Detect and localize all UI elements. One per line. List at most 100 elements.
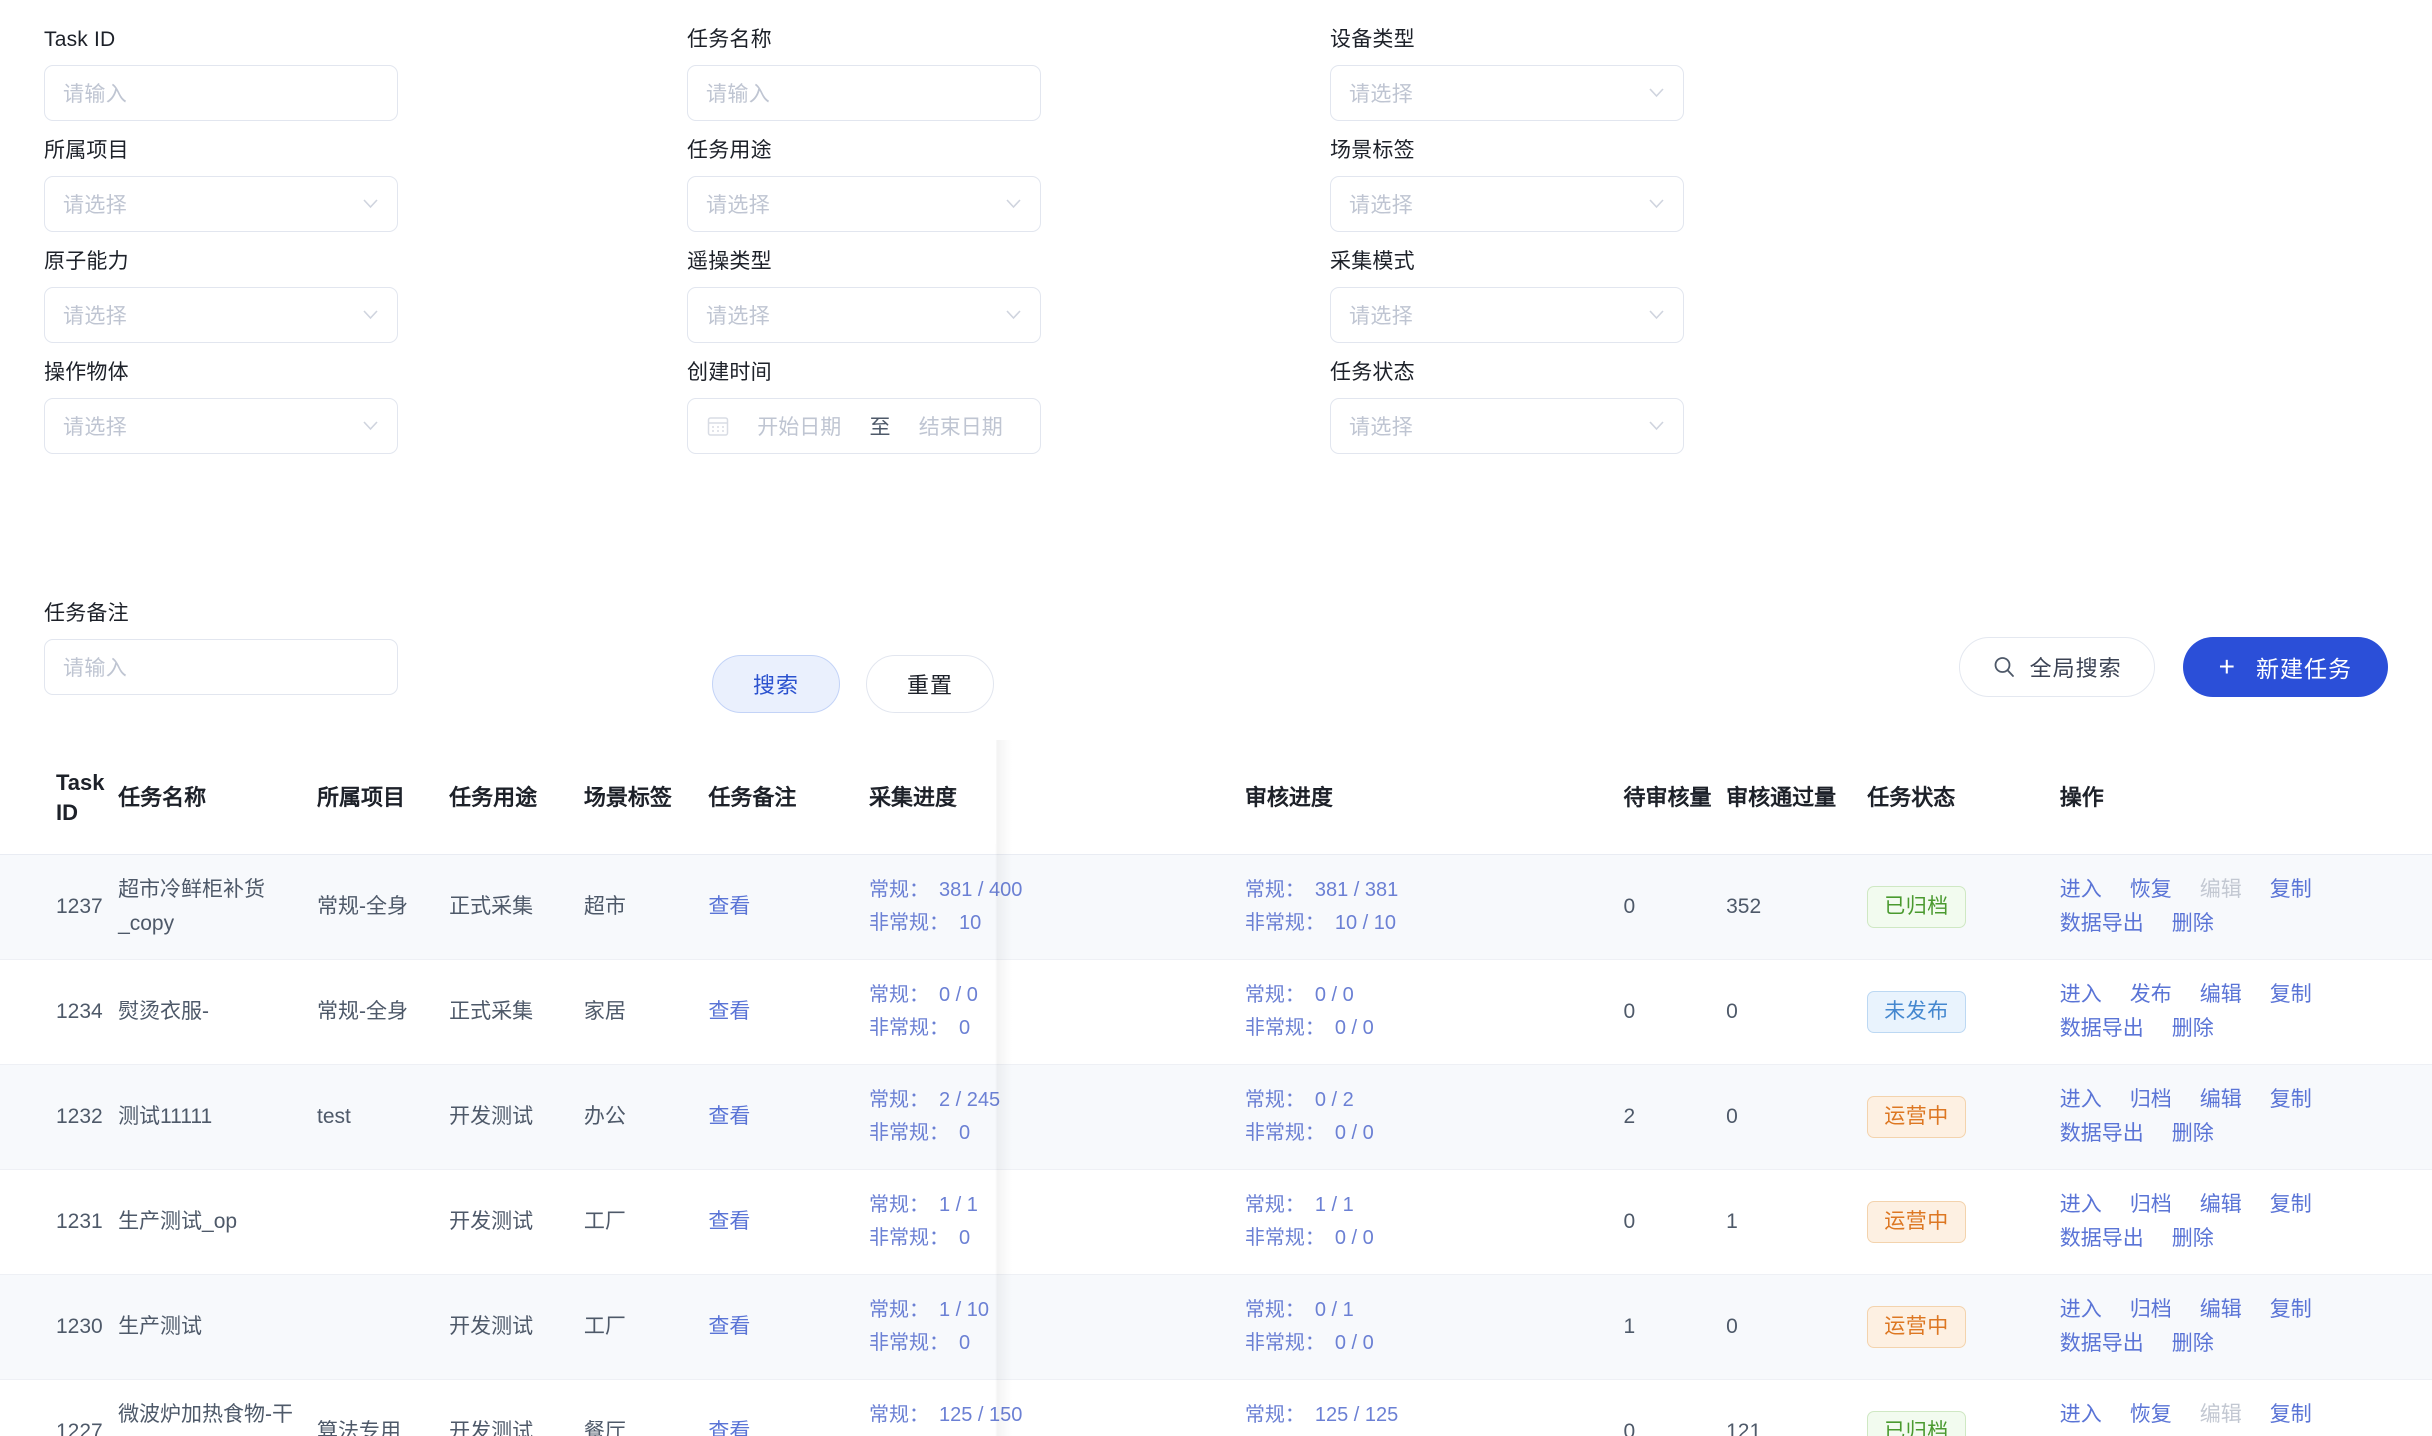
cell-operations: 进入 归档 编辑 复制数据导出 删除 [2059, 1274, 2432, 1380]
end-date-input[interactable]: 结束日期 [918, 416, 1003, 439]
pending-count-value: 1 [1623, 1315, 1636, 1338]
task-status-placeholder: 请选择 [1349, 416, 1414, 439]
cell-audit-progress: 常规：125 / 125 非常规：0 / 0 [1244, 1379, 1624, 1436]
remark-view-link[interactable]: 查看 [708, 1420, 751, 1436]
op-%E6%81%A2%E5%A4%8D[interactable]: 恢复 [2129, 1403, 2172, 1426]
op-%E7%BC%96%E8%BE%91[interactable]: 编辑 [2199, 983, 2242, 1006]
op-%E5%A4%8D%E5%88%B6[interactable]: 复制 [2269, 878, 2312, 901]
cell-task-status: 运营中 [1867, 1169, 2060, 1275]
search-button[interactable]: 搜索 [712, 655, 840, 713]
cell-sticky-gap [823, 959, 847, 1065]
task-id-value: 1232 [56, 1105, 103, 1128]
op-%E8%BF%9B%E5%85%A5[interactable]: 进入 [2059, 1088, 2102, 1111]
cell-project [316, 1274, 450, 1380]
cell-collect-progress: 常规： 381 / 400 非常规： 10 [847, 854, 1245, 960]
op-%E6%95%B0%E6%8D%AE%E5%AF%BC%E5%87%BA[interactable]: 数据导出 [2059, 1227, 2144, 1250]
task-id-input[interactable]: 请输入 [44, 65, 398, 121]
remark-view-link[interactable]: 查看 [708, 895, 751, 918]
start-date-input[interactable]: 开始日期 [757, 416, 842, 439]
cell-task-status: 运营中 [1867, 1064, 2060, 1170]
cell-remark[interactable]: 查看 [708, 1379, 824, 1436]
filter-atomic-ability: 原子能力 请选择 [44, 248, 398, 343]
cell-remark[interactable]: 查看 [708, 854, 824, 960]
device-type-placeholder: 请选择 [1349, 83, 1414, 106]
op-%E5%88%A0%E9%99%A4[interactable]: 删除 [2171, 912, 2214, 935]
collection-mode-select[interactable]: 请选择 [1330, 287, 1684, 343]
atomic-ability-select[interactable]: 请选择 [44, 287, 398, 343]
op-%E5%88%A0%E9%99%A4[interactable]: 删除 [2171, 1122, 2214, 1145]
op-%E6%81%A2%E5%A4%8D[interactable]: 恢复 [2129, 878, 2172, 901]
reset-button[interactable]: 重置 [866, 655, 994, 713]
global-search-button[interactable]: 全局搜索 [1958, 637, 2155, 697]
cell-pending-count: 0 [1623, 1169, 1727, 1275]
remark-view-link[interactable]: 查看 [708, 1105, 751, 1128]
op-%E8%BF%9B%E5%85%A5[interactable]: 进入 [2059, 1403, 2102, 1426]
col-task-status: 任务状态 [1867, 740, 2060, 855]
cell-passed-count: 0 [1726, 1274, 1868, 1380]
cell-scene: 工厂 [583, 1274, 709, 1380]
create-time-daterange[interactable]: 开始日期 至 结束日期 [687, 398, 1041, 454]
task-name-input[interactable]: 请输入 [687, 65, 1041, 121]
col-task-name: 任务名称 [118, 740, 317, 855]
op-%E5%A4%8D%E5%88%B6[interactable]: 复制 [2269, 1193, 2312, 1216]
filter-create-time: 创建时间 开始日期 至 结束日期 [687, 359, 1041, 454]
op-%E5%A4%8D%E5%88%B6[interactable]: 复制 [2269, 1403, 2312, 1426]
cell-remark[interactable]: 查看 [708, 1064, 824, 1170]
cell-audit-progress: 常规： 0 / 2 非常规： 0 / 0 [1244, 1064, 1624, 1170]
remark-view-link[interactable]: 查看 [708, 1210, 751, 1233]
op-%E5%A4%8D%E5%88%B6[interactable]: 复制 [2269, 1088, 2312, 1111]
op-%E5%BD%92%E6%A1%A3[interactable]: 归档 [2129, 1193, 2172, 1216]
filter-row-1: Task ID 请输入 任务名称 请输入 设备类型 请选择 [44, 26, 2388, 121]
task-id-placeholder: 请输入 [63, 83, 128, 106]
device-type-select[interactable]: 请选择 [1330, 65, 1684, 121]
filter-label-task-id: Task ID [44, 28, 116, 51]
op-%E5%8F%91%E5%B8%83[interactable]: 发布 [2129, 983, 2172, 1006]
op-%E7%BC%96%E8%BE%91[interactable]: 编辑 [2199, 1088, 2242, 1111]
scene-tag-select[interactable]: 请选择 [1330, 176, 1684, 232]
op-%E5%A4%8D%E5%88%B6[interactable]: 复制 [2269, 983, 2312, 1006]
teleop-type-select[interactable]: 请选择 [687, 287, 1041, 343]
remark-view-link[interactable]: 查看 [708, 1315, 751, 1338]
cell-task-status: 已归档 [1867, 1379, 2060, 1436]
op-%E5%88%A0%E9%99%A4[interactable]: 删除 [2171, 1227, 2214, 1250]
cell-task-id: 1227 [0, 1379, 119, 1436]
op-%E6%95%B0%E6%8D%AE%E5%AF%BC%E5%87%BA[interactable]: 数据导出 [2059, 1122, 2144, 1145]
cell-task-status: 未发布 [1867, 959, 2060, 1065]
op-%E8%BF%9B%E5%85%A5[interactable]: 进入 [2059, 983, 2102, 1006]
task-remark-input[interactable]: 请输入 [44, 639, 398, 695]
remark-view-link[interactable]: 查看 [708, 1000, 751, 1023]
cell-remark[interactable]: 查看 [708, 1274, 824, 1380]
op-%E7%BC%96%E8%BE%91[interactable]: 编辑 [2199, 1298, 2242, 1321]
task-name-placeholder: 请输入 [706, 83, 771, 106]
op-%E5%88%A0%E9%99%A4[interactable]: 删除 [2172, 1432, 2214, 1436]
cell-remark[interactable]: 查看 [708, 1169, 824, 1275]
filter-label-atomic-ability: 原子能力 [44, 250, 129, 273]
new-task-button[interactable]: + 新建任务 [2182, 637, 2388, 697]
cell-task-id: 1231 [0, 1169, 119, 1275]
col-passed-count: 审核通过量 [1726, 740, 1868, 855]
op-%E6%95%B0%E6%8D%AE%E5%AF%BC%E5%87%BA[interactable]: 数据导出 [2059, 1017, 2144, 1040]
op-%E7%BC%96%E8%BE%91[interactable]: 编辑 [2199, 1193, 2242, 1216]
op-%E8%BF%9B%E5%85%A5[interactable]: 进入 [2059, 1193, 2102, 1216]
op-%E5%BD%92%E6%A1%A3[interactable]: 归档 [2129, 1298, 2172, 1321]
cell-remark[interactable]: 查看 [708, 959, 824, 1065]
task-purpose-select[interactable]: 请选择 [687, 176, 1041, 232]
op-%E5%A4%8D%E5%88%B6[interactable]: 复制 [2269, 1298, 2312, 1321]
task-id-value: 1227 [56, 1420, 103, 1436]
op-%E6%95%B0%E6%8D%AE%E5%AF%BC%E5%87%BA[interactable]: 数据导出 [2059, 1332, 2144, 1355]
op-%E6%95%B0%E6%8D%AE%E5%AF%BC%E5%87%BA[interactable]: 数据导出 [2060, 1432, 2144, 1436]
task-status-select[interactable]: 请选择 [1330, 398, 1684, 454]
scene-tag-placeholder: 请选择 [1349, 194, 1414, 217]
op-%E5%BD%92%E6%A1%A3[interactable]: 归档 [2129, 1088, 2172, 1111]
op-%E8%BF%9B%E5%85%A5[interactable]: 进入 [2059, 878, 2102, 901]
op-%E6%95%B0%E6%8D%AE%E5%AF%BC%E5%87%BA[interactable]: 数据导出 [2059, 912, 2144, 935]
project-select[interactable]: 请选择 [44, 176, 398, 232]
operated-object-select[interactable]: 请选择 [44, 398, 398, 454]
chevron-down-icon [362, 417, 379, 434]
op-%E5%88%A0%E9%99%A4[interactable]: 删除 [2171, 1017, 2214, 1040]
cell-audit-progress: 常规： 0 / 1 非常规： 0 / 0 [1244, 1274, 1624, 1380]
chevron-down-icon [1005, 306, 1022, 323]
op-%E8%BF%9B%E5%85%A5[interactable]: 进入 [2059, 1298, 2102, 1321]
op-%E5%88%A0%E9%99%A4[interactable]: 删除 [2171, 1332, 2214, 1355]
